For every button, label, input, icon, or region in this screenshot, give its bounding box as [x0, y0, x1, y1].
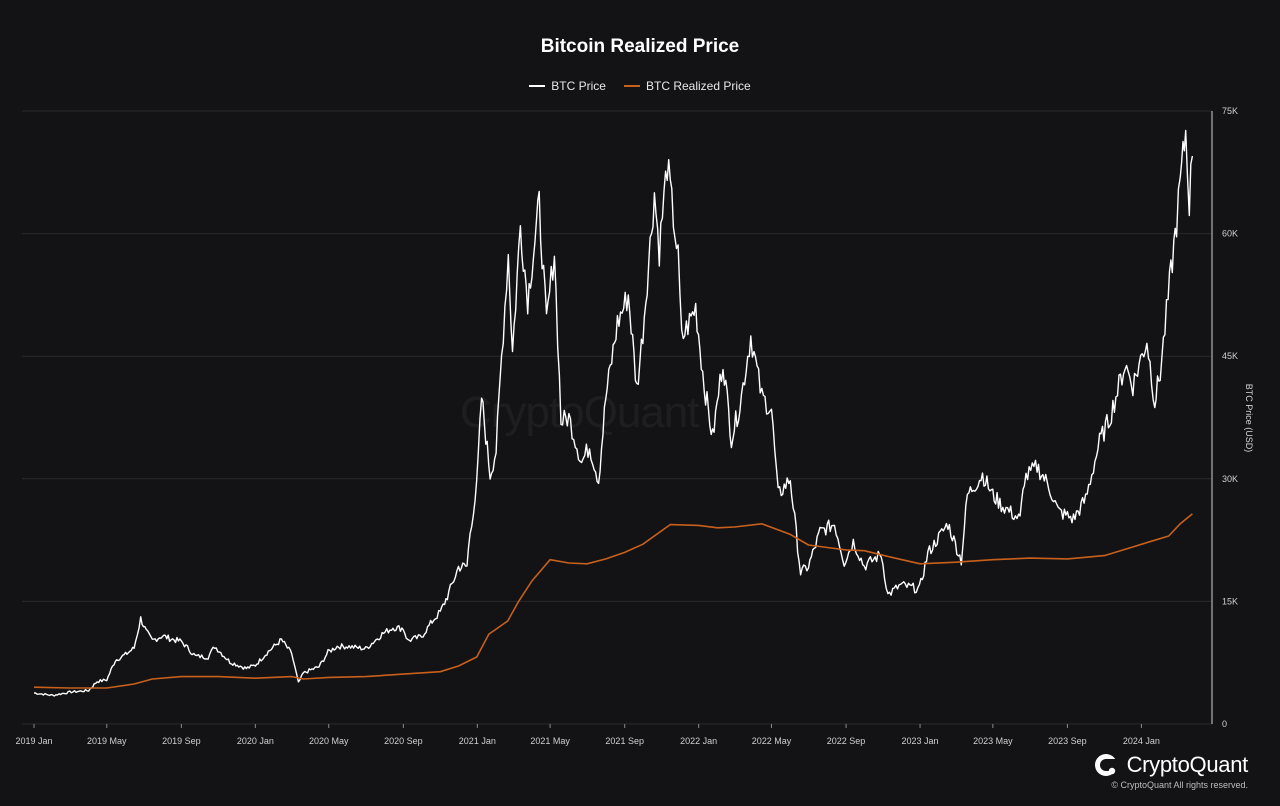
x-tick-label: 2022 Sep: [827, 736, 866, 746]
brand-name: CryptoQuant: [1126, 752, 1249, 777]
x-tick-label: 2023 Jan: [902, 736, 939, 746]
copyright: © CryptoQuant All rights reserved.: [1111, 780, 1248, 790]
x-tick-label: 2023 Sep: [1048, 736, 1087, 746]
legend-item-realized-price[interactable]: BTC Realized Price: [623, 79, 751, 93]
x-tick-label: 2020 Jan: [237, 736, 274, 746]
x-tick-label: 2021 Jan: [459, 736, 496, 746]
x-tick-label: 2020 Sep: [384, 736, 423, 746]
x-tick-label: 2022 May: [752, 736, 792, 746]
legend-label-realized-price: BTC Realized Price: [645, 79, 751, 93]
y-tick-label: 60K: [1222, 229, 1238, 239]
x-tick-label: 2019 Sep: [162, 736, 201, 746]
legend-label-btc-price: BTC Price: [551, 79, 606, 93]
x-tick-label: 2019 Jan: [15, 736, 52, 746]
axis-layer: 0 15K 30K 45K 60K 75K 2019 Jan 2019 May 2019 Sep…: [15, 106, 1238, 746]
watermark: CryptoQuant: [460, 388, 699, 438]
x-tick-label: 2020 May: [309, 736, 349, 746]
x-tick-label: 2019 May: [87, 736, 127, 746]
legend-item-btc-price[interactable]: BTC Price: [529, 79, 606, 93]
y-tick-label: 30K: [1222, 474, 1238, 484]
grid-layer: [22, 110, 1212, 725]
x-tick-label: 2023 May: [973, 736, 1013, 746]
y-tick-label: 0: [1222, 719, 1227, 729]
series-layer: [33, 129, 1194, 697]
series-line-btc-price: [34, 129, 1194, 697]
legend-swatch-realized-price: [623, 85, 640, 87]
y-tick-label: 45K: [1222, 351, 1238, 361]
series-line-realized-price: [33, 513, 1193, 689]
y-tick-label: 75K: [1222, 106, 1238, 116]
x-tick-label: 2022 Jan: [680, 736, 717, 746]
cryptoquant-logo-icon: [1094, 754, 1119, 776]
chart-legend: BTC Price BTC Realized Price: [0, 79, 1280, 93]
brand: CryptoQuant: [1093, 752, 1248, 778]
x-tick-label: 2021 Sep: [605, 736, 644, 746]
legend-swatch-btc-price: [529, 85, 546, 87]
y-tick-label: 15K: [1222, 596, 1238, 606]
y-axis-label: BTC Price (USD): [1244, 384, 1254, 453]
x-tick-label: 2024 Jan: [1123, 736, 1160, 746]
x-tick-label: 2021 May: [530, 736, 570, 746]
chart-title: Bitcoin Realized Price: [540, 36, 740, 57]
